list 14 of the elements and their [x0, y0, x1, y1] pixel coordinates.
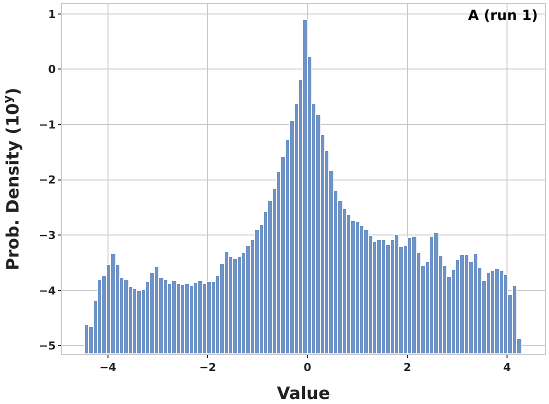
x-tick-label: 0	[304, 361, 312, 374]
y-tick-label: −5	[38, 340, 56, 353]
y-tick-label: −4	[38, 284, 56, 298]
x-tick-label: −2	[199, 361, 216, 374]
y-tick-label: 1	[48, 8, 56, 21]
y-tick-label: −1	[38, 118, 56, 132]
y-tick-label: −3	[38, 228, 56, 242]
annotation: A (run 1)	[468, 8, 538, 24]
x-tick-label: 2	[403, 361, 412, 374]
x-axis-title: Value	[276, 384, 330, 404]
y-tick-label: −2	[38, 174, 56, 187]
x-tick-label: 4	[503, 361, 512, 374]
x-tick-label: −4	[99, 361, 117, 374]
y-tick-label: 0	[48, 63, 56, 76]
